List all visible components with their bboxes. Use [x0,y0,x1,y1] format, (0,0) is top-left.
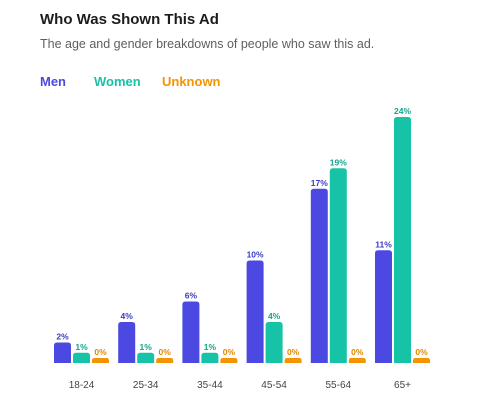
data-label-women-65+: 24% [394,106,411,116]
bar-women-65+ [394,117,411,363]
bar-men-18-24 [54,342,71,363]
data-label-unknown-25-34: 0% [159,347,172,357]
data-label-women-35-44: 1% [204,342,217,352]
data-label-men-25-34: 4% [121,311,134,321]
bar-men-45-54 [246,260,264,363]
bar-men-35-44 [182,301,200,363]
data-label-unknown-55-64: 0% [351,347,364,357]
chart-subtitle: The age and gender breakdowns of people … [40,37,375,51]
data-label-women-55-64: 19% [330,157,347,167]
bar-women-25-34 [137,352,155,363]
x-tick-label-25-34: 25-34 [133,380,159,391]
legend-men: Men [40,74,66,89]
x-tick-label-35-44: 35-44 [197,380,223,391]
bar-men-65+ [375,250,392,363]
data-label-men-18-24: 2% [56,332,69,342]
bar-women-55-64 [329,168,347,363]
x-tick-label-55-64: 55-64 [326,380,352,391]
bar-women-45-54 [265,322,283,363]
bar-unknown-55-64 [348,358,366,363]
data-label-unknown-45-54: 0% [287,347,300,357]
bar-unknown-18-24 [92,358,109,363]
x-tick-label-18-24: 18-24 [69,380,95,391]
data-label-women-18-24: 1% [75,342,88,352]
data-label-men-65+: 11% [375,239,392,249]
chart-title: Who Was Shown This Ad [40,11,219,28]
data-label-unknown-18-24: 0% [94,347,107,357]
data-label-men-55-64: 17% [311,178,328,188]
bar-unknown-65+ [413,358,430,363]
bar-unknown-35-44 [220,358,238,363]
bar-men-55-64 [310,188,328,363]
data-label-unknown-35-44: 0% [223,347,236,357]
data-label-men-35-44: 6% [185,291,198,301]
data-label-women-45-54: 4% [268,311,281,321]
x-tick-label-45-54: 45-54 [261,380,287,391]
bar-men-25-34 [118,322,136,363]
data-label-men-45-54: 10% [247,250,264,260]
data-label-women-25-34: 1% [140,342,153,352]
bar-unknown-25-34 [156,358,174,363]
bar-unknown-45-54 [284,358,302,363]
bar-women-35-44 [201,352,219,363]
bar-women-18-24 [73,352,90,363]
legend-unknown: Unknown [162,74,221,89]
data-label-unknown-65+: 0% [415,347,428,357]
x-tick-label-65+: 65+ [394,380,411,391]
legend-women: Women [94,74,141,89]
